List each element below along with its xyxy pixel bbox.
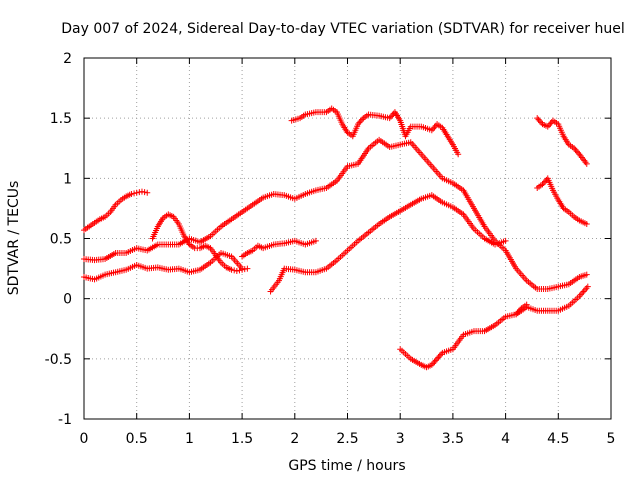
data-point [523,301,530,308]
data-point [534,115,541,122]
series-arc-d [149,211,251,274]
data-point [430,125,437,132]
data-point [138,188,145,195]
data-point [358,116,365,123]
data-point [136,189,143,196]
series-arc-e [239,237,319,260]
data-point [241,266,248,273]
data-point [436,352,443,359]
series-arc-a [81,188,151,234]
x-tick-label: 2 [290,431,299,447]
x-tick-label: 1 [185,431,194,447]
axis-ticks: 0 0.5 1 1.5 2 2.5 3 3.5 4 4.5 5 -1 -0.5 0 0.5 1 1.5 2 [45,51,616,447]
data-point [131,190,138,197]
data-point [535,116,542,123]
data-point [546,122,553,129]
y-tick-label: 2 [63,51,72,67]
data-point [431,358,438,365]
data-point [239,266,246,273]
data-point [141,189,148,196]
series-arc-j [534,175,590,228]
series-arc-c [81,249,246,283]
y-tick-label: -0.5 [45,352,72,368]
plot-frame [83,57,612,420]
data-point [133,189,140,196]
data-point [536,118,543,125]
y-axis-label: SDTVAR / TECUs [6,181,22,296]
data-point [434,355,441,362]
data-point [312,237,319,244]
data-point [231,267,238,274]
y-tick-label: 1 [63,171,72,187]
data-point [387,113,394,120]
data-point [244,265,251,272]
data-point [573,148,580,155]
data-point [432,357,439,364]
series-arc-f [267,192,591,318]
data-point [542,178,549,185]
series-arc-h [397,301,530,371]
grid [84,58,611,419]
data-point [583,221,590,228]
data-point [502,237,509,244]
data-point [583,271,590,278]
x-tick-label: 0.5 [126,431,148,447]
data-point [572,146,579,153]
data-point [144,189,151,196]
data-point [584,283,591,290]
y-tick-label: 1.5 [50,111,72,127]
x-tick-label: 4 [501,431,510,447]
data-point [583,160,590,167]
y-tick-label: 0 [63,292,72,308]
x-tick-label: 3 [396,431,405,447]
data-point [228,266,235,273]
chart-title: Day 007 of 2024, Sidereal Day-to-day VTE… [61,21,624,37]
series-arc-b [81,136,590,293]
x-tick-label: 2.5 [336,431,358,447]
data-point [357,118,364,125]
x-tick-label: 1.5 [231,431,253,447]
x-tick-label: 4.5 [547,431,569,447]
y-tick-label: 0.5 [50,232,72,248]
x-tick-label: 5 [607,431,616,447]
x-tick-label: 3.5 [442,431,464,447]
data-point [233,267,240,274]
y-tick-label: -1 [58,412,72,428]
series-arc-i [534,115,590,167]
data-point [236,267,243,274]
x-tick-label: 0 [80,431,89,447]
data-point [128,190,135,197]
data-points [81,105,591,371]
data-point [435,354,442,361]
data-point [455,151,462,158]
x-axis-label: GPS time / hours [288,458,405,474]
series-arc-g [288,105,462,158]
